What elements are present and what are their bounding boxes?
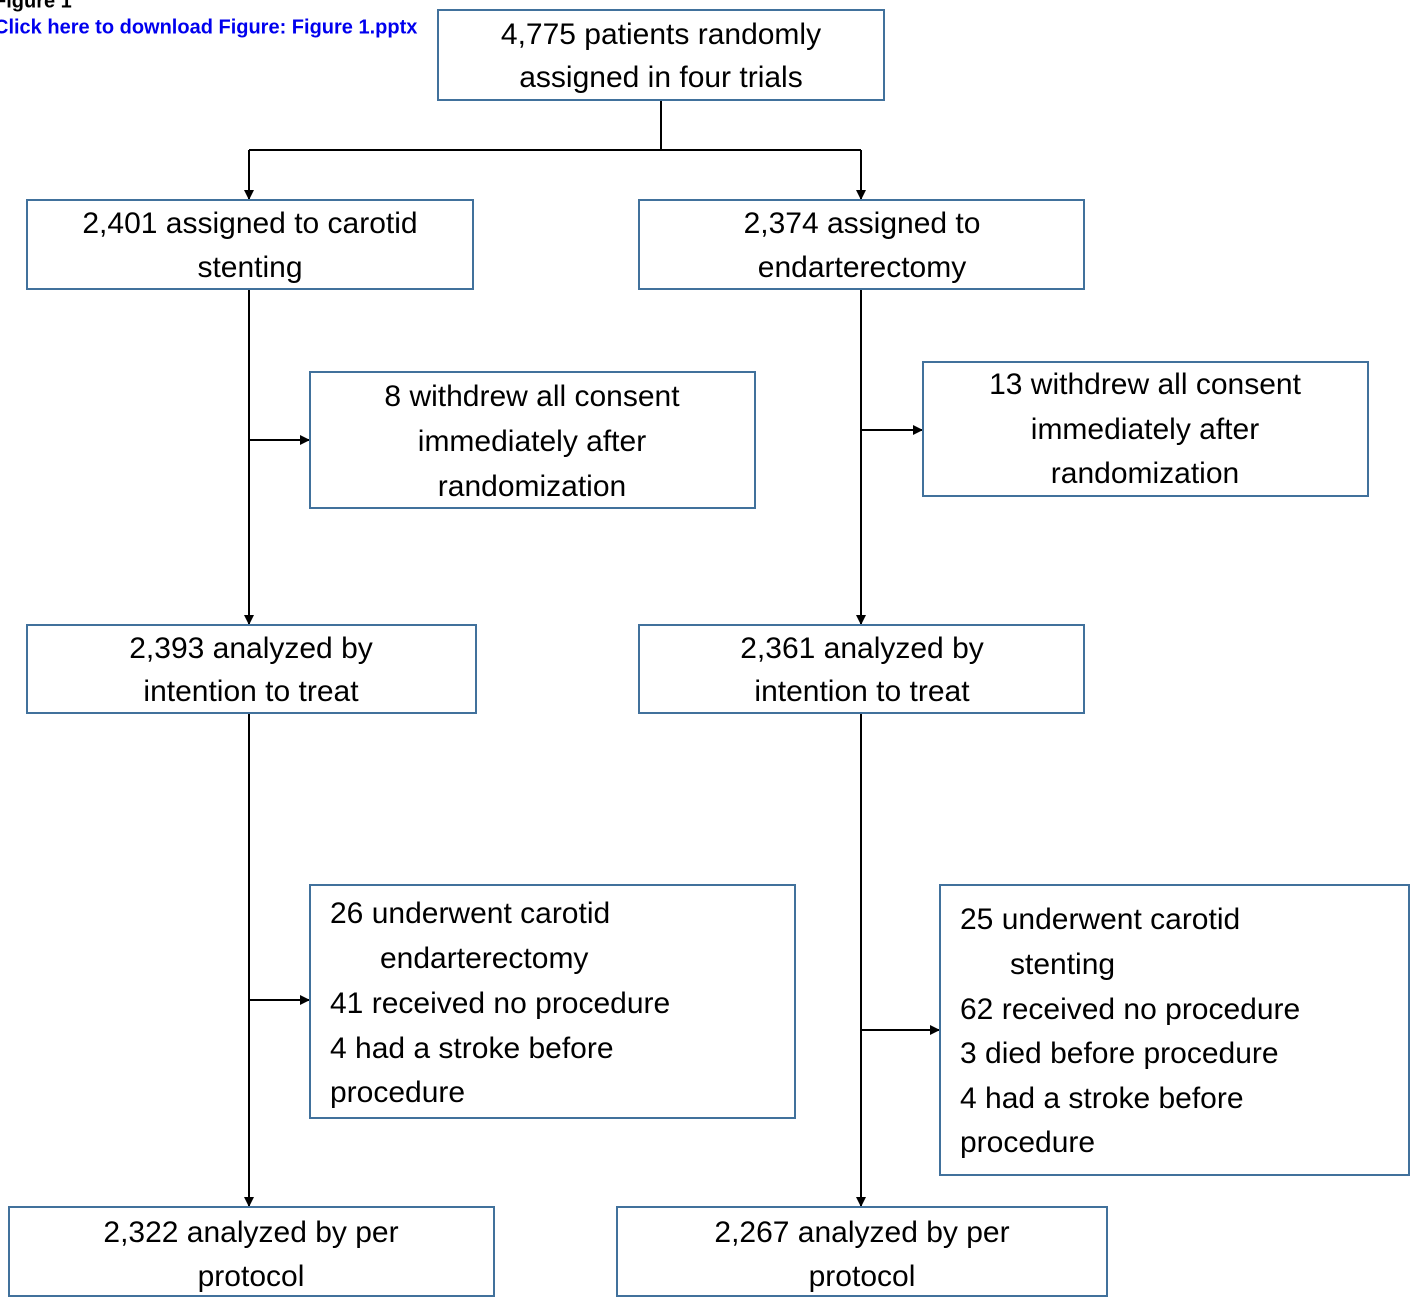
box xyxy=(309,884,796,1119)
box xyxy=(939,884,1410,1176)
node-text: assigned in four trials xyxy=(519,61,802,94)
node-text: 2,393 analyzed by xyxy=(129,632,373,665)
box xyxy=(616,1206,1108,1297)
node-text: 26 underwent carotid xyxy=(330,897,610,930)
node-text: 62 received no procedure xyxy=(960,993,1300,1026)
node-text: 25 underwent carotid xyxy=(960,903,1240,936)
download-link[interactable]: Click here to download Figure: Figure 1.… xyxy=(0,16,417,38)
connectors xyxy=(244,100,940,1207)
node-text: protocol xyxy=(809,1260,916,1293)
node-text: stenting xyxy=(1010,948,1115,981)
node-text: immediately after xyxy=(1031,413,1259,446)
node-text: procedure xyxy=(960,1126,1095,1159)
node-text: 4 had a stroke before xyxy=(330,1032,614,1065)
node-text: immediately after xyxy=(418,425,646,458)
box xyxy=(26,624,477,714)
node-text: randomization xyxy=(1051,457,1239,490)
box xyxy=(309,371,756,509)
node-text: 4 had a stroke before xyxy=(960,1082,1244,1115)
node-text: randomization xyxy=(438,470,626,503)
box xyxy=(437,9,885,101)
node-text: 2,374 assigned to xyxy=(744,207,981,240)
node-text: stenting xyxy=(197,251,302,284)
box xyxy=(638,624,1085,714)
box xyxy=(922,361,1369,497)
box xyxy=(8,1206,495,1297)
node-text: 41 received no procedure xyxy=(330,987,670,1020)
node-text: intention to treat xyxy=(754,675,970,708)
node-text: 2,322 analyzed by per xyxy=(103,1216,398,1249)
node-text: 8 withdrew all consent xyxy=(384,380,680,413)
node-text: endarterectomy xyxy=(758,251,966,284)
node-text: endarterectomy xyxy=(380,942,588,975)
node-text: 4,775 patients randomly xyxy=(501,18,821,51)
node-text: procedure xyxy=(330,1076,465,1109)
node-text: 2,267 analyzed by per xyxy=(714,1216,1009,1249)
figure-label: Figure 1 xyxy=(0,0,72,12)
node-text: 2,401 assigned to carotid xyxy=(82,207,417,240)
node-text: intention to treat xyxy=(143,675,359,708)
box xyxy=(638,199,1085,290)
node-text: 3 died before procedure xyxy=(960,1037,1279,1070)
node-text: protocol xyxy=(198,1260,305,1293)
node-text: 13 withdrew all consent xyxy=(989,368,1302,401)
node-text: 2,361 analyzed by xyxy=(740,632,984,665)
box xyxy=(26,199,474,290)
